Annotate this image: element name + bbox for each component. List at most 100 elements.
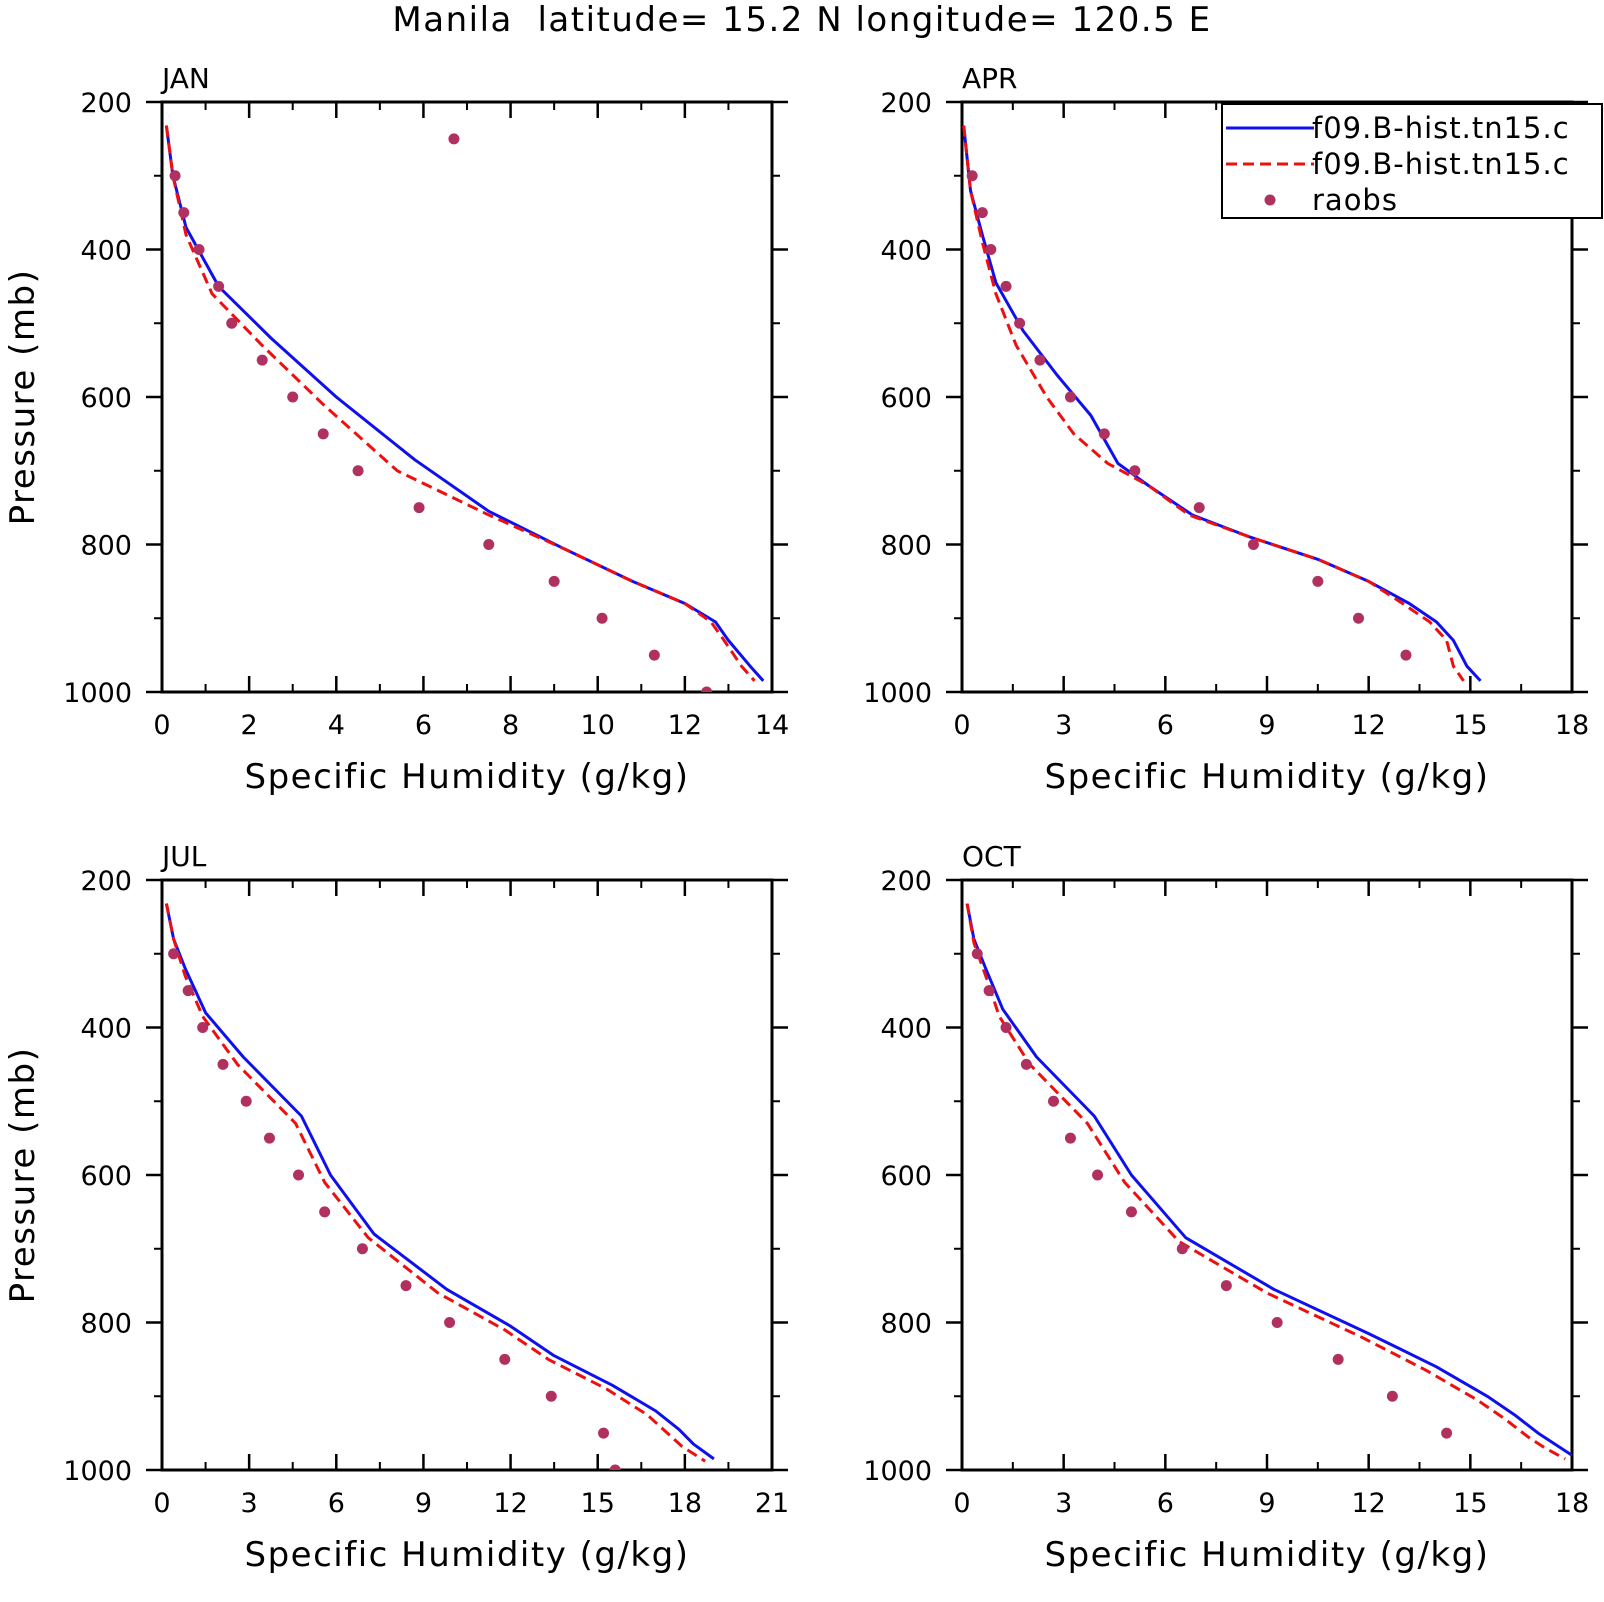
y-tick-label: 800 <box>80 1309 132 1340</box>
plot-area <box>164 903 715 1470</box>
raobs-point <box>413 502 425 514</box>
raobs-point <box>197 1022 209 1033</box>
raobs-point <box>499 1353 511 1365</box>
raobs-point <box>1176 1243 1188 1255</box>
y-tick-label: 1000 <box>863 678 932 709</box>
raobs-point <box>1020 1058 1032 1070</box>
raobs-point <box>217 1058 229 1070</box>
raobs-point <box>182 985 194 997</box>
x-tick-label: 0 <box>153 1488 170 1519</box>
legend-marker <box>1264 194 1276 206</box>
raobs-point <box>256 354 268 366</box>
y-tick-label: 1000 <box>863 1456 932 1487</box>
raobs-point <box>1014 317 1026 329</box>
legend-box <box>1221 103 1603 219</box>
raobs-point <box>548 575 560 587</box>
panel-label: JAN <box>160 62 210 95</box>
y-tick-label: 400 <box>880 1014 932 1045</box>
raobs-point <box>1312 575 1324 587</box>
panel-jul: JUL 0 3 6 9 12 15 18 21 200 400 600 800 1000 Specific … <box>3 840 789 1575</box>
figure-title: Manila latitude= 15.2 N longitude= 120.5… <box>392 0 1212 40</box>
x-tick-label: 6 <box>1157 1488 1174 1519</box>
raobs-point <box>596 612 608 624</box>
raobs-point <box>213 280 225 292</box>
raobs-point <box>1000 1022 1012 1033</box>
x-tick-label: 8 <box>502 710 519 741</box>
raobs-point <box>444 1317 456 1328</box>
series-line-solid <box>164 903 715 1461</box>
panel-oct: OCT 0 3 6 9 12 15 18 200 400 600 800 1000 Specific Hu… <box>863 840 1589 1575</box>
raobs-point <box>598 1427 610 1439</box>
x-tick-label: 6 <box>415 710 432 741</box>
y-tick-label: 200 <box>880 866 932 897</box>
panel-label: JUL <box>160 840 207 873</box>
x-tick-label: 14 <box>755 710 789 741</box>
series-line-dashed <box>164 125 756 682</box>
x-tick-label: 15 <box>1453 1488 1487 1519</box>
x-tick-label: 9 <box>1258 1488 1275 1519</box>
x-tick-label: 3 <box>241 1488 258 1519</box>
y-tick-label: 800 <box>880 1309 932 1340</box>
raobs-point <box>240 1095 252 1107</box>
x-tick-label: 9 <box>1258 710 1275 741</box>
y-tick-label: 400 <box>880 236 932 267</box>
raobs-point <box>168 948 180 960</box>
raobs-point <box>1193 502 1205 514</box>
legend-label: f09.B-hist.tn15.c <box>1312 147 1570 181</box>
raobs-point <box>648 649 660 661</box>
raobs-point <box>448 133 460 145</box>
x-axis-title: Specific Humidity (g/kg) <box>1045 757 1490 797</box>
raobs-point <box>400 1280 412 1292</box>
x-axis-title: Specific Humidity (g/kg) <box>1045 1535 1490 1575</box>
y-tick-label: 600 <box>880 383 932 414</box>
raobs-point <box>352 465 364 477</box>
plot-area <box>962 125 1482 682</box>
y-axis-title: Pressure (mb) <box>3 269 43 526</box>
x-tick-label: 18 <box>1555 1488 1589 1519</box>
x-tick-label: 18 <box>668 1488 702 1519</box>
raobs-point <box>1220 1280 1232 1292</box>
y-tick-label: 200 <box>80 866 132 897</box>
raobs-point <box>317 428 329 440</box>
series-line-dashed <box>962 125 1465 682</box>
y-tick-label: 600 <box>880 1161 932 1192</box>
raobs-point <box>701 686 713 692</box>
raobs-point <box>983 985 995 997</box>
x-axis-title: Specific Humidity (g/kg) <box>245 1535 690 1575</box>
x-tick-label: 10 <box>581 710 615 741</box>
plot-frame <box>960 878 1574 1472</box>
raobs-point <box>178 207 190 219</box>
plot-frame <box>160 878 774 1472</box>
y-tick-label: 400 <box>80 236 132 267</box>
x-tick-label: 12 <box>668 710 702 741</box>
raobs-point <box>976 207 988 219</box>
x-axis-title: Specific Humidity (g/kg) <box>245 757 690 797</box>
y-tick-label: 1000 <box>63 1456 132 1487</box>
plot-area <box>164 125 765 692</box>
y-axis-title: Pressure (mb) <box>3 1047 43 1304</box>
raobs-point <box>1092 1169 1104 1181</box>
raobs-point <box>966 170 978 182</box>
x-tick-label: 6 <box>328 1488 345 1519</box>
raobs-point <box>545 1390 557 1402</box>
x-tick-label: 0 <box>953 1488 970 1519</box>
raobs-point <box>1441 1427 1453 1439</box>
raobs-point <box>985 244 997 255</box>
panel-jan: JAN 0 2 4 6 8 10 12 14 200 400 600 800 1000 Specific H… <box>3 62 789 797</box>
raobs-point <box>293 1169 305 1181</box>
x-tick-label: 15 <box>1453 710 1487 741</box>
raobs-point <box>319 1206 331 1218</box>
raobs-point <box>1129 465 1141 477</box>
panel-label: OCT <box>962 840 1022 873</box>
x-tick-label: 4 <box>328 710 345 741</box>
y-tick-label: 400 <box>80 1014 132 1045</box>
series-line-dashed <box>164 903 707 1463</box>
x-tick-label: 12 <box>493 1488 527 1519</box>
y-tick-label: 200 <box>880 88 932 119</box>
legend-label: f09.B-hist.tn15.c <box>1312 111 1570 145</box>
y-tick-label: 1000 <box>63 678 132 709</box>
x-tick-label: 12 <box>1351 1488 1385 1519</box>
raobs-point <box>263 1132 275 1144</box>
